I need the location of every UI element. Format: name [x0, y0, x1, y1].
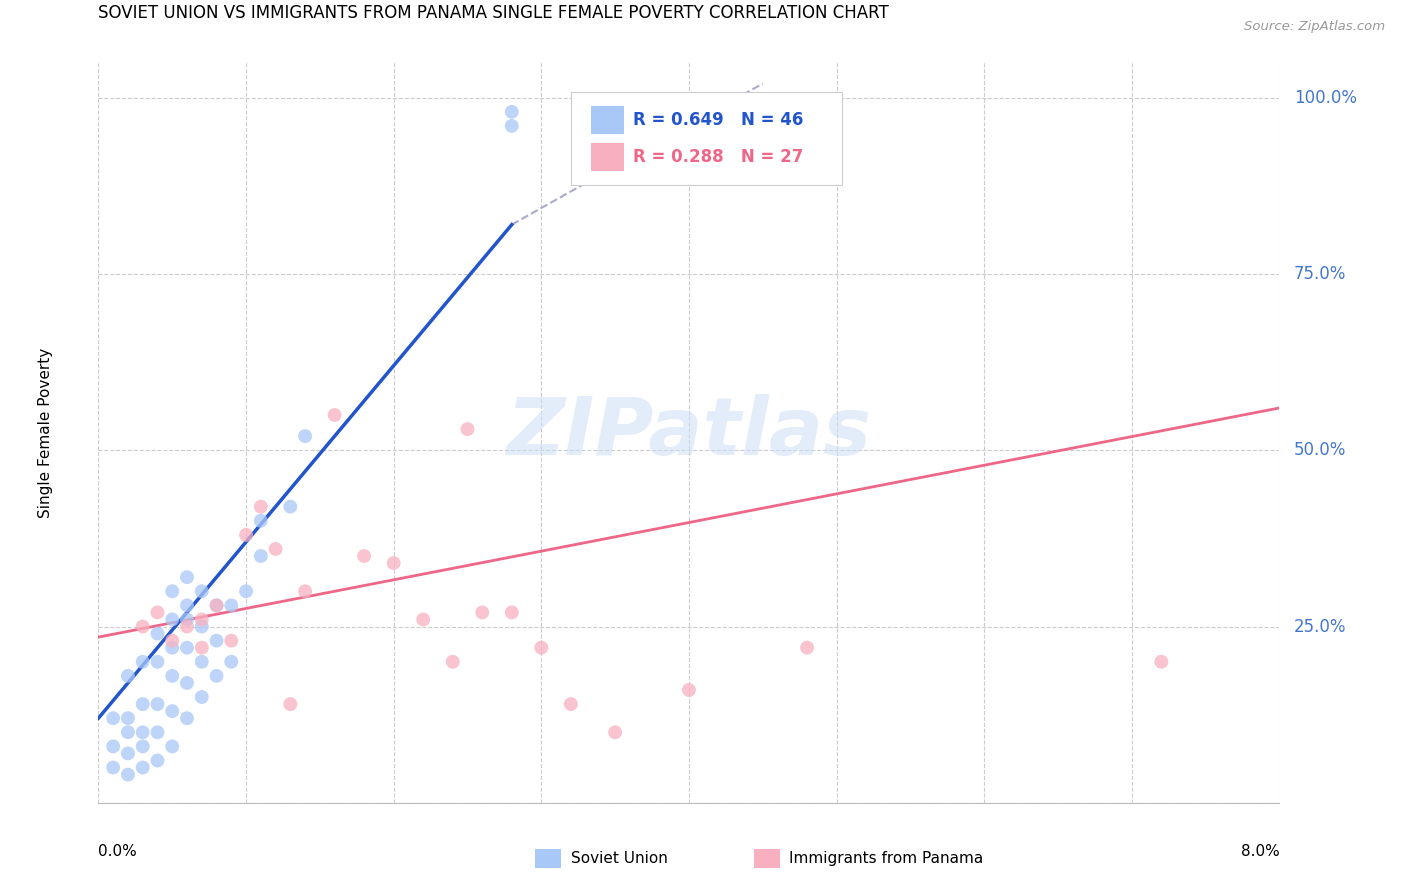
Point: [191, 612, 214, 626]
Point: [250, 500, 273, 514]
Point: [103, 760, 125, 774]
Point: [605, 725, 627, 739]
Point: [132, 760, 155, 774]
Point: [294, 429, 316, 443]
Point: [176, 612, 198, 626]
Point: [221, 655, 243, 669]
Point: [162, 640, 183, 655]
Point: [132, 739, 155, 754]
Point: [382, 556, 405, 570]
Text: ZIPatlas: ZIPatlas: [506, 393, 872, 472]
Point: [117, 747, 139, 761]
Point: [294, 584, 316, 599]
Point: [191, 584, 214, 599]
Point: [250, 514, 273, 528]
Point: [205, 633, 228, 648]
FancyBboxPatch shape: [571, 92, 842, 185]
Point: [221, 599, 243, 613]
Text: Soviet Union: Soviet Union: [571, 851, 668, 866]
Point: [176, 619, 198, 633]
Point: [221, 633, 243, 648]
Point: [560, 697, 582, 711]
Point: [132, 725, 155, 739]
Point: [323, 408, 346, 422]
Point: [353, 549, 375, 563]
Point: [176, 640, 198, 655]
Bar: [536, 848, 561, 868]
Text: 0.0%: 0.0%: [98, 844, 138, 858]
Text: 100.0%: 100.0%: [1294, 88, 1357, 107]
Point: [678, 683, 700, 698]
Point: [1150, 655, 1173, 669]
Bar: [591, 143, 624, 171]
Point: [501, 606, 523, 620]
Point: [191, 640, 214, 655]
Point: [176, 676, 198, 690]
Text: Immigrants from Panama: Immigrants from Panama: [789, 851, 984, 866]
Text: 25.0%: 25.0%: [1294, 617, 1346, 635]
Text: 75.0%: 75.0%: [1294, 265, 1346, 283]
Point: [162, 633, 183, 648]
Point: [146, 655, 169, 669]
Point: [235, 528, 257, 542]
Bar: [754, 848, 780, 868]
Point: [162, 669, 183, 683]
Point: [501, 119, 523, 133]
Point: [176, 711, 198, 725]
Point: [117, 711, 139, 725]
Point: [530, 640, 553, 655]
Point: [441, 655, 464, 669]
Text: R = 0.288   N = 27: R = 0.288 N = 27: [634, 148, 804, 166]
Point: [235, 584, 257, 599]
Point: [162, 704, 183, 718]
Point: [264, 541, 287, 556]
Point: [146, 697, 169, 711]
Point: [191, 690, 214, 704]
Text: 8.0%: 8.0%: [1240, 844, 1279, 858]
Text: Source: ZipAtlas.com: Source: ZipAtlas.com: [1244, 20, 1385, 33]
Point: [162, 612, 183, 626]
Point: [412, 612, 434, 626]
Text: Single Female Poverty: Single Female Poverty: [38, 348, 53, 517]
Point: [205, 669, 228, 683]
Point: [162, 584, 183, 599]
Point: [501, 104, 523, 119]
Point: [146, 754, 169, 768]
Point: [205, 599, 228, 613]
Point: [132, 655, 155, 669]
Point: [146, 626, 169, 640]
Point: [280, 697, 302, 711]
Point: [280, 500, 302, 514]
Point: [176, 570, 198, 584]
Point: [205, 599, 228, 613]
Text: R = 0.649   N = 46: R = 0.649 N = 46: [634, 111, 804, 128]
Point: [191, 619, 214, 633]
Point: [471, 606, 494, 620]
Point: [176, 599, 198, 613]
Point: [117, 669, 139, 683]
Point: [457, 422, 479, 436]
Point: [146, 606, 169, 620]
Point: [191, 655, 214, 669]
Text: 50.0%: 50.0%: [1294, 442, 1346, 459]
Point: [796, 640, 818, 655]
Point: [103, 711, 125, 725]
Text: SOVIET UNION VS IMMIGRANTS FROM PANAMA SINGLE FEMALE POVERTY CORRELATION CHART: SOVIET UNION VS IMMIGRANTS FROM PANAMA S…: [98, 4, 889, 21]
Point: [117, 725, 139, 739]
Point: [132, 697, 155, 711]
Point: [132, 619, 155, 633]
Point: [250, 549, 273, 563]
Point: [103, 739, 125, 754]
Point: [146, 725, 169, 739]
Point: [162, 739, 183, 754]
Bar: [591, 105, 624, 134]
Point: [117, 767, 139, 781]
